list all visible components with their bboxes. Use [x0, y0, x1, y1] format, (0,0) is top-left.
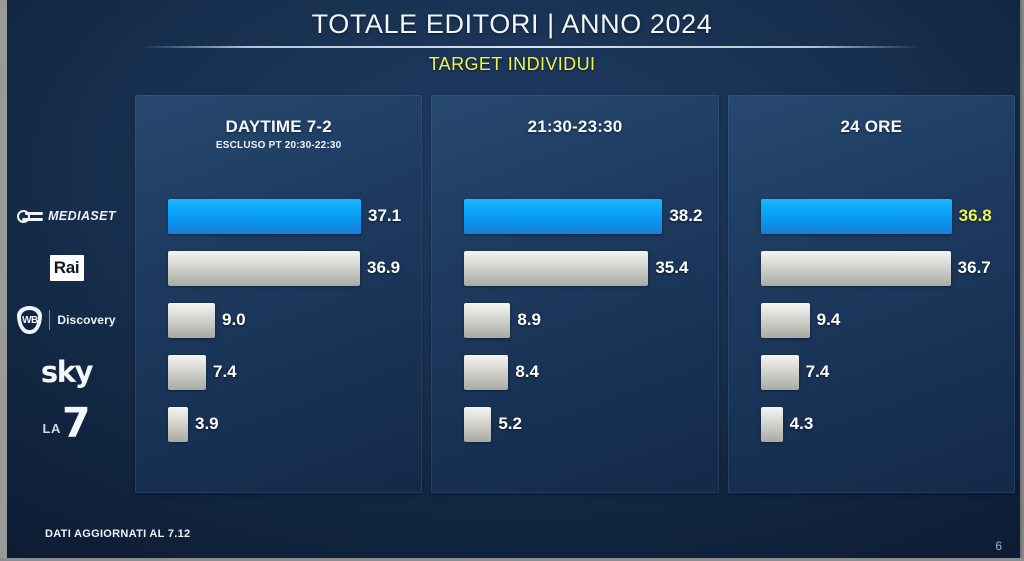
bar-value-label: 36.9	[367, 258, 401, 277]
bar-sky	[464, 354, 509, 390]
logo-la7: LA 7	[0, 398, 133, 450]
logo-rai: Rai	[0, 242, 133, 294]
panel-header: 24 ORE	[728, 117, 1015, 137]
bar-value-label: 3.9	[195, 414, 219, 433]
bar-value-label: 5.2	[498, 414, 522, 433]
chart-panel-prime: 21:30-23:30 38.2 35.4 8.9 8.4 5.2	[431, 95, 719, 493]
la7-numeral: 7	[62, 399, 91, 448]
bar-group: 38.2 35.4 8.9 8.4 5.2	[464, 190, 708, 493]
bar-value-label: 9.4	[816, 310, 841, 329]
bar-wb-discovery	[168, 302, 215, 338]
logo-separator	[49, 310, 51, 330]
wb-monogram: WB	[21, 310, 39, 330]
panel-subtitle: ESCLUSO PT 20:30-22:30	[215, 140, 342, 151]
bar-la7	[168, 406, 188, 442]
bar-rai	[760, 250, 951, 286]
panel-title: 24 ORE	[840, 117, 903, 136]
logo-mediaset: MEDIASET	[0, 190, 133, 242]
bar-value-label: 8.9	[517, 310, 541, 329]
bar-wb-discovery	[760, 302, 810, 338]
bar-value-label: 9.0	[222, 310, 246, 329]
bar-group: 36.8 36.7 9.4 7.4 4.3	[760, 190, 1005, 493]
bar-row: 7.4	[168, 346, 412, 398]
chart-panels: DAYTIME 7-2 ESCLUSO PT 20:30-22:30 37.1 36.…	[135, 95, 1015, 493]
bar-value-label: 36.8	[958, 206, 992, 225]
chart-panel-24ore: 24 ORE 36.8 36.7 9.4 7.4 4.3	[727, 95, 1015, 493]
bar-la7	[760, 406, 783, 442]
bar-row: 37.1	[168, 190, 412, 242]
bar-row: 5.2	[464, 398, 708, 450]
bar-value-label: 7.4	[805, 362, 830, 381]
bar-value-label: 4.3	[789, 414, 814, 433]
bar-rai	[464, 250, 649, 286]
bar-mediaset	[168, 198, 361, 234]
panel-header: 21:30-23:30	[431, 117, 718, 137]
bar-sky	[760, 354, 799, 390]
bar-row: 38.2	[464, 190, 708, 242]
bar-row: 9.4	[760, 294, 1005, 346]
bar-value-label: 36.7	[957, 258, 991, 277]
warner-bros-shield-icon: WB	[17, 306, 43, 334]
bar-value-label: 37.1	[368, 206, 402, 225]
la7-prefix: LA	[42, 420, 61, 436]
bar-row: 36.8	[760, 190, 1005, 242]
mediaset-mark-icon	[17, 209, 44, 224]
mediaset-wordmark: MEDIASET	[48, 209, 116, 223]
data-update-note: DATI AGGIORNATI AL 7.12	[45, 528, 191, 540]
bar-wb-discovery	[464, 302, 511, 338]
bar-mediaset	[464, 198, 663, 234]
chart-panel-daytime: DAYTIME 7-2 ESCLUSO PT 20:30-22:30 37.1 36.…	[135, 95, 423, 493]
bar-row: 3.9	[168, 398, 412, 450]
logo-sky: sky	[0, 346, 133, 398]
bar-value-label: 7.4	[213, 362, 237, 381]
bar-sky	[168, 354, 206, 390]
panel-title: DAYTIME 7-2	[225, 117, 332, 136]
panel-title: 21:30-23:30	[527, 117, 623, 136]
bar-row: 36.7	[760, 242, 1005, 294]
bar-group: 37.1 36.9 9.0 7.4 3.9	[168, 190, 412, 493]
bar-row: 35.4	[464, 242, 708, 294]
bar-value-label: 35.4	[655, 258, 689, 277]
broadcaster-logo-rail: MEDIASET Rai WB Discovery sky LA 7	[0, 95, 133, 493]
bar-row: 9.0	[168, 294, 412, 346]
bar-row: 36.9	[168, 242, 412, 294]
sky-wordmark: sky	[40, 355, 94, 389]
bar-value-label: 8.4	[515, 362, 539, 381]
bar-rai	[168, 250, 360, 286]
bar-mediaset	[760, 198, 952, 234]
page-number: 6	[995, 539, 1002, 553]
bar-value-label: 38.2	[669, 206, 703, 225]
bar-row: 7.4	[760, 346, 1005, 398]
discovery-wordmark: Discovery	[57, 313, 116, 327]
bar-row: 8.4	[464, 346, 708, 398]
bar-row: 4.3	[760, 398, 1005, 450]
rai-wordmark: Rai	[49, 255, 84, 281]
page-title: TOTALE EDITORI | ANNO 2024	[311, 9, 713, 39]
bar-row: 8.9	[464, 294, 708, 346]
left-frame-strip	[0, 0, 7, 561]
bottom-frame-strip	[0, 558, 1024, 561]
right-frame-strip	[1020, 0, 1024, 561]
bar-la7	[464, 406, 492, 442]
page-subtitle: TARGET INDIVIDUI	[428, 54, 596, 74]
logo-wb-discovery: WB Discovery	[0, 294, 133, 346]
panel-header: DAYTIME 7-2 ESCLUSO PT 20:30-22:30	[135, 117, 422, 151]
title-divider	[140, 46, 920, 48]
